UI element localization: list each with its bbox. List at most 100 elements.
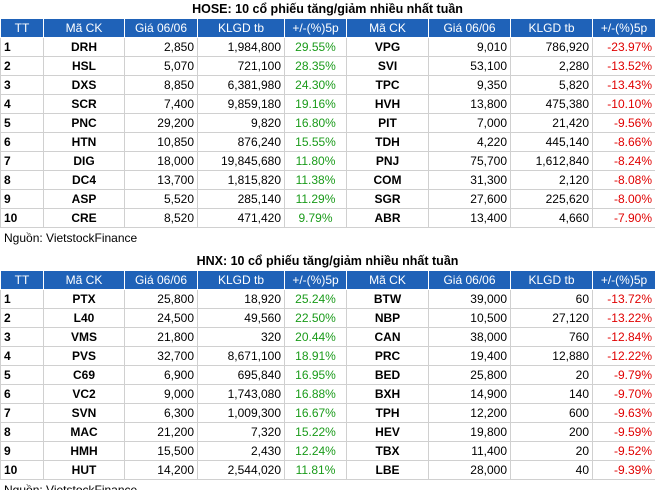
- gainer-symbol: DRH: [43, 37, 125, 57]
- gainer-price: 2,850: [124, 37, 198, 57]
- gainer-volume: 18,920: [197, 289, 285, 309]
- loser-volume: 600: [510, 403, 593, 423]
- header-tt: TT: [0, 270, 44, 290]
- gainer-change: 16.88%: [284, 384, 347, 404]
- row-number: 2: [0, 56, 44, 76]
- gainer-volume: 285,140: [197, 189, 285, 209]
- gainer-change: 15.22%: [284, 422, 347, 442]
- loser-volume: 27,120: [510, 308, 593, 328]
- row-number: 10: [0, 460, 44, 480]
- loser-price: 13,800: [428, 94, 511, 114]
- loser-price: 12,200: [428, 403, 511, 423]
- header-gainer-volume: KLGD tb: [197, 270, 285, 290]
- loser-volume: 20: [510, 441, 593, 461]
- hnx-source: Nguồn: VietstockFinance: [4, 483, 138, 490]
- loser-volume: 2,120: [510, 170, 593, 190]
- header-loser-change: +/-(%)5p: [592, 270, 655, 290]
- gainer-volume: 471,420: [197, 208, 285, 228]
- header-gainer-symbol: Mã CK: [43, 270, 125, 290]
- loser-change: -13.52%: [592, 56, 655, 76]
- loser-price: 31,300: [428, 170, 511, 190]
- gainer-volume: 19,845,680: [197, 151, 285, 171]
- row-number: 4: [0, 346, 44, 366]
- table-row: 2 L40 24,500 49,560 22.50% NBP 10,500 27,120 -13…: [0, 308, 655, 328]
- gainer-price: 32,700: [124, 346, 198, 366]
- loser-price: 14,900: [428, 384, 511, 404]
- gainer-change: 11.81%: [284, 460, 347, 480]
- table-row: 10 CRE 8,520 471,420 9.79% ABR 13,400 4,660 -7.9…: [0, 208, 655, 228]
- header-gainer-price: Giá 06/06: [124, 270, 198, 290]
- gainer-symbol: VMS: [43, 327, 125, 347]
- row-number: 5: [0, 113, 44, 133]
- loser-symbol: ABR: [346, 208, 429, 228]
- hnx-table: TT Mã CK Giá 06/06 KLGD tb +/-(%)5p Mã C…: [0, 270, 655, 480]
- row-number: 2: [0, 308, 44, 328]
- gainer-symbol: DIG: [43, 151, 125, 171]
- gainer-price: 18,000: [124, 151, 198, 171]
- loser-change: -7.90%: [592, 208, 655, 228]
- header-loser-symbol: Mã CK: [346, 270, 429, 290]
- gainer-symbol: DC4: [43, 170, 125, 190]
- table-row: 8 DC4 13,700 1,815,820 11.38% COM 31,300 2,120-…: [0, 170, 655, 190]
- gainer-change: 28.35%: [284, 56, 347, 76]
- gainer-price: 21,800: [124, 327, 198, 347]
- gainer-change: 22.50%: [284, 308, 347, 328]
- hose-table: TT Mã CK Giá 06/06 KLGD tb +/-(%)5p Mã C…: [0, 18, 655, 228]
- loser-price: 38,000: [428, 327, 511, 347]
- table-row: 5 C69 6,900 695,840 16.95% BED 25,800 20 -9.79%: [0, 365, 655, 385]
- gainer-symbol: PVS: [43, 346, 125, 366]
- loser-change: -8.66%: [592, 132, 655, 152]
- hnx-section: HNX: 10 cổ phiếu tăng/giảm nhiều nhất tu…: [0, 252, 655, 490]
- loser-volume: 140: [510, 384, 593, 404]
- gainer-volume: 320: [197, 327, 285, 347]
- loser-change: -13.72%: [592, 289, 655, 309]
- gainer-volume: 1,815,820: [197, 170, 285, 190]
- loser-symbol: PRC: [346, 346, 429, 366]
- row-number: 8: [0, 170, 44, 190]
- gainer-symbol: HMH: [43, 441, 125, 461]
- row-number: 6: [0, 384, 44, 404]
- loser-price: 9,350: [428, 75, 511, 95]
- loser-change: -9.63%: [592, 403, 655, 423]
- hose-title: HOSE: 10 cổ phiếu tăng/giảm nhiều nhất t…: [192, 2, 463, 16]
- loser-symbol: TBX: [346, 441, 429, 461]
- gainer-symbol: HUT: [43, 460, 125, 480]
- loser-price: 13,400: [428, 208, 511, 228]
- table-row: 1 PTX 25,800 18,920 25.24% BTW 39,000 60 -13.72%: [0, 289, 655, 309]
- loser-price: 10,500: [428, 308, 511, 328]
- loser-change: -9.39%: [592, 460, 655, 480]
- gainer-change: 16.95%: [284, 365, 347, 385]
- loser-symbol: BTW: [346, 289, 429, 309]
- gainer-change: 19.16%: [284, 94, 347, 114]
- loser-volume: 760: [510, 327, 593, 347]
- loser-change: -9.79%: [592, 365, 655, 385]
- gainer-price: 14,200: [124, 460, 198, 480]
- table-row: 7 SVN 6,300 1,009,300 16.67% TPH 12,200 600 -9.6…: [0, 403, 655, 423]
- gainer-volume: 1,009,300: [197, 403, 285, 423]
- gainer-volume: 1,984,800: [197, 37, 285, 57]
- gainer-price: 8,520: [124, 208, 198, 228]
- table-header-row: TT Mã CK Giá 06/06 KLGD tb +/-(%)5p Mã C…: [0, 18, 655, 38]
- loser-volume: 40: [510, 460, 593, 480]
- row-number: 8: [0, 422, 44, 442]
- loser-symbol: HVH: [346, 94, 429, 114]
- gainer-volume: 1,743,080: [197, 384, 285, 404]
- loser-volume: 200: [510, 422, 593, 442]
- gainer-change: 15.55%: [284, 132, 347, 152]
- header-gainer-symbol: Mã CK: [43, 18, 125, 38]
- loser-price: 25,800: [428, 365, 511, 385]
- loser-price: 75,700: [428, 151, 511, 171]
- gainer-change: 16.80%: [284, 113, 347, 133]
- loser-volume: 445,140: [510, 132, 593, 152]
- row-number: 6: [0, 132, 44, 152]
- hnx-title: HNX: 10 cổ phiếu tăng/giảm nhiều nhất tu…: [196, 254, 459, 268]
- gainer-change: 16.67%: [284, 403, 347, 423]
- table-row: 3 DXS 8,850 6,381,980 24.30% TPC 9,350 5,820 -13…: [0, 75, 655, 95]
- gainer-symbol: SCR: [43, 94, 125, 114]
- row-number: 4: [0, 94, 44, 114]
- loser-volume: 4,660: [510, 208, 593, 228]
- loser-change: -8.08%: [592, 170, 655, 190]
- loser-volume: 5,820: [510, 75, 593, 95]
- table-row: 3 VMS 21,800 320 20.44% CAN 38,000 760 -12.84%: [0, 327, 655, 347]
- loser-volume: 21,420: [510, 113, 593, 133]
